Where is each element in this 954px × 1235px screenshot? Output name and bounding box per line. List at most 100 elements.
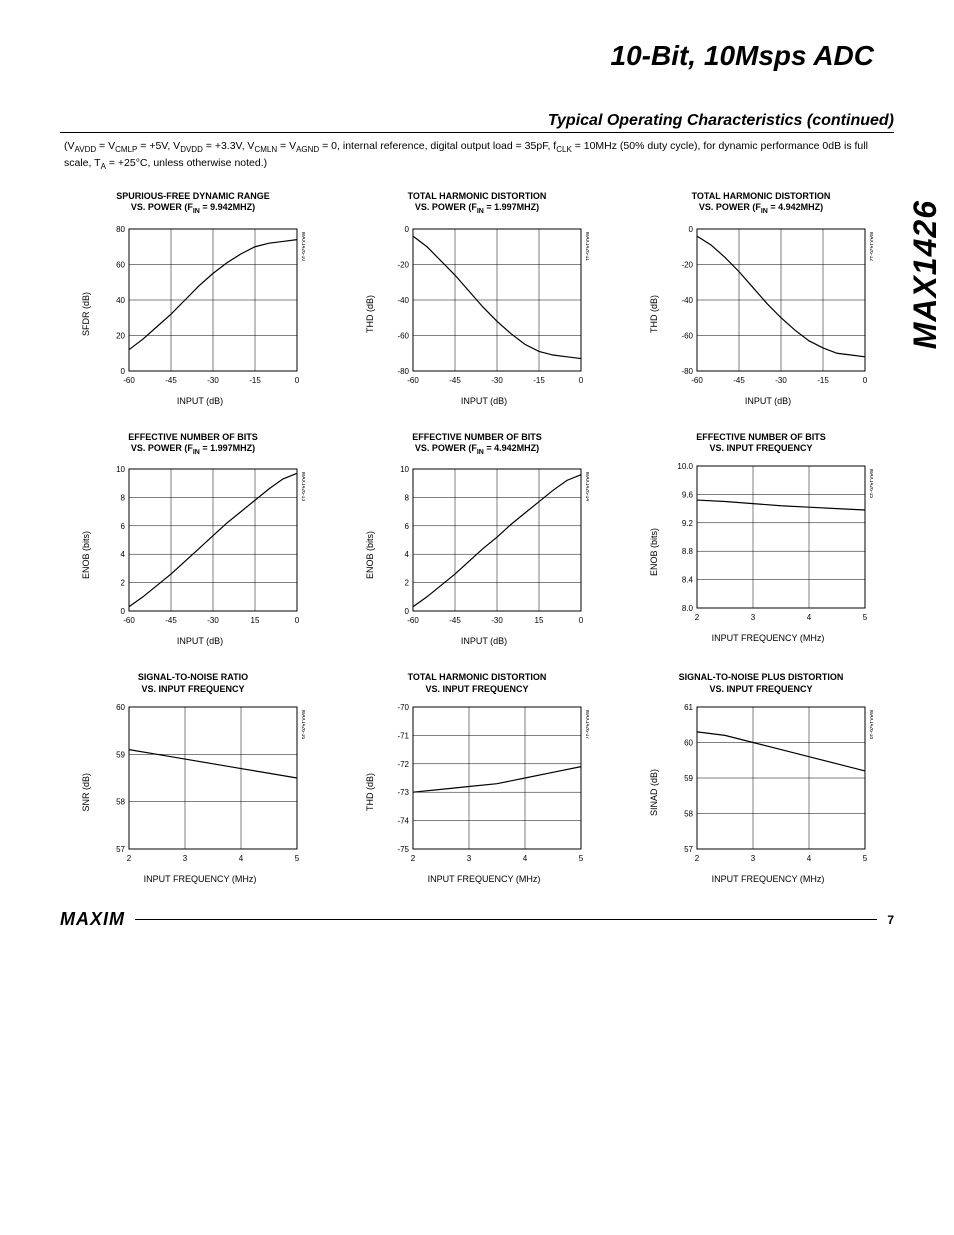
chart-xlabel: INPUT (dB)	[745, 396, 791, 406]
svg-text:0: 0	[689, 225, 694, 234]
chart-body: THD (dB)2345-75-74-73-72-71-70MAX1426-17…	[365, 701, 589, 884]
chart-body: THD (dB)-60-45-30-150-80-60-40-200MAX142…	[649, 223, 873, 406]
svg-text:3: 3	[467, 854, 472, 863]
svg-text:0: 0	[405, 607, 410, 616]
chart-xlabel: INPUT (dB)	[177, 636, 223, 646]
chart-body: THD (dB)-60-45-30-150-80-60-40-200MAX142…	[365, 223, 589, 406]
chart-body: ENOB (bits)-60-45-301500246810MAX1426-13…	[81, 463, 305, 646]
svg-text:MAX1426-10: MAX1426-10	[300, 232, 305, 261]
chart-0: SPURIOUS-FREE DYNAMIC RANGEvs. POWER (fI…	[60, 191, 326, 406]
svg-text:8: 8	[121, 494, 126, 503]
svg-text:-74: -74	[397, 816, 409, 825]
svg-text:80: 80	[116, 225, 125, 234]
svg-text:-15: -15	[533, 376, 545, 385]
svg-text:MAX1426-16: MAX1426-16	[300, 710, 305, 739]
svg-text:-15: -15	[249, 376, 261, 385]
chart-title: TOTAL HARMONIC DISTORTIONvs. POWER (fIN …	[692, 191, 831, 217]
svg-text:60: 60	[116, 703, 125, 712]
svg-text:4: 4	[239, 854, 244, 863]
svg-text:3: 3	[183, 854, 188, 863]
svg-text:-71: -71	[397, 731, 409, 740]
svg-text:-30: -30	[207, 376, 219, 385]
chart-plot-wrap: 2345-75-74-73-72-71-70MAX1426-17INPUT FR…	[379, 701, 589, 884]
svg-text:0: 0	[121, 607, 126, 616]
svg-text:9.2: 9.2	[682, 519, 694, 528]
svg-text:0: 0	[295, 376, 300, 385]
chart-8: SIGNAL-TO-NOISE PLUS DISTORTIONvs. INPUT…	[628, 672, 894, 887]
svg-text:6: 6	[121, 522, 126, 531]
chart-6: SIGNAL-TO-NOISE RATIOvs. INPUT FREQUENCY…	[60, 672, 326, 887]
svg-text:8: 8	[405, 494, 410, 503]
svg-text:60: 60	[116, 260, 125, 269]
svg-text:-45: -45	[449, 616, 461, 625]
svg-text:-73: -73	[397, 788, 409, 797]
chart-2: TOTAL HARMONIC DISTORTIONvs. POWER (fIN …	[628, 191, 894, 406]
svg-text:5: 5	[863, 613, 868, 622]
footer-rule	[135, 919, 877, 920]
svg-text:-45: -45	[165, 616, 177, 625]
svg-text:-30: -30	[491, 376, 503, 385]
svg-text:-60: -60	[691, 376, 703, 385]
chart-ylabel: ENOB (bits)	[649, 528, 659, 576]
chart-body: SFDR (dB)-60-45-30-150020406080MAX1426-1…	[81, 223, 305, 406]
chart-ylabel: ENOB (bits)	[365, 531, 375, 579]
svg-text:8.0: 8.0	[682, 604, 694, 613]
svg-text:0: 0	[121, 367, 126, 376]
chart-plot-wrap: -60-45-30-150-80-60-40-200MAX1426-11INPU…	[379, 223, 589, 406]
svg-text:5: 5	[863, 854, 868, 863]
chart-xlabel: INPUT FREQUENCY (MHz)	[144, 874, 257, 884]
chart-xlabel: INPUT FREQUENCY (MHz)	[712, 633, 825, 643]
chart-plot-wrap: -60-45-30-150-80-60-40-200MAX1426-12INPU…	[663, 223, 873, 406]
chart-xlabel: INPUT (dB)	[461, 396, 507, 406]
chart-plot-wrap: -60-45-30-150020406080MAX1426-10INPUT (d…	[95, 223, 305, 406]
chart-1: TOTAL HARMONIC DISTORTIONvs. POWER (fIN …	[344, 191, 610, 406]
chart-body: SNR (dB)234557585960MAX1426-16INPUT FREQ…	[81, 701, 305, 884]
svg-text:-60: -60	[681, 331, 693, 340]
svg-text:MAX1426-17: MAX1426-17	[584, 710, 589, 739]
svg-text:8.8: 8.8	[682, 547, 694, 556]
svg-text:4: 4	[807, 854, 812, 863]
chart-body: ENOB (bits)23458.08.48.89.29.610.0MAX142…	[649, 460, 873, 643]
chart-title: EFFECTIVE NUMBER OF BITSvs. INPUT FREQUE…	[696, 432, 826, 455]
part-number-side-label: MAX1426	[907, 200, 944, 349]
svg-text:59: 59	[116, 750, 125, 759]
svg-text:MAX1426-15: MAX1426-15	[868, 469, 873, 498]
svg-text:-20: -20	[681, 260, 693, 269]
svg-text:2: 2	[121, 579, 126, 588]
svg-text:MAX1426-18: MAX1426-18	[868, 710, 873, 739]
svg-text:-40: -40	[681, 296, 693, 305]
svg-text:40: 40	[116, 296, 125, 305]
svg-text:-70: -70	[397, 703, 409, 712]
svg-text:60: 60	[684, 738, 693, 747]
chart-xlabel: INPUT (dB)	[177, 396, 223, 406]
svg-text:59: 59	[684, 774, 693, 783]
chart-ylabel: THD (dB)	[365, 295, 375, 333]
svg-text:-40: -40	[397, 296, 409, 305]
svg-text:2: 2	[405, 579, 410, 588]
svg-text:4: 4	[405, 551, 410, 560]
svg-text:-75: -75	[397, 845, 409, 854]
svg-text:-30: -30	[207, 616, 219, 625]
svg-text:58: 58	[684, 809, 693, 818]
svg-text:-60: -60	[123, 376, 135, 385]
svg-text:57: 57	[116, 845, 125, 854]
svg-text:15: 15	[251, 616, 260, 625]
svg-text:4: 4	[121, 551, 126, 560]
svg-text:0: 0	[405, 225, 410, 234]
section-title: Typical Operating Characteristics (conti…	[60, 112, 894, 133]
svg-text:5: 5	[295, 854, 300, 863]
chart-plot-wrap: -60-45-301500246810MAX1426-14INPUT (dB)	[379, 463, 589, 646]
svg-text:2: 2	[695, 854, 700, 863]
svg-text:-45: -45	[165, 376, 177, 385]
svg-text:10: 10	[400, 465, 409, 474]
chart-plot-wrap: 23455758596061MAX1426-18INPUT FREQUENCY …	[663, 701, 873, 884]
svg-text:-45: -45	[449, 376, 461, 385]
svg-text:-30: -30	[775, 376, 787, 385]
chart-4: EFFECTIVE NUMBER OF BITSvs. POWER (fIN =…	[344, 432, 610, 647]
svg-text:MAX1426-13: MAX1426-13	[300, 472, 305, 501]
svg-text:0: 0	[863, 376, 868, 385]
chart-xlabel: INPUT FREQUENCY (MHz)	[428, 874, 541, 884]
charts-grid: SPURIOUS-FREE DYNAMIC RANGEvs. POWER (fI…	[60, 191, 894, 887]
chart-body: ENOB (bits)-60-45-301500246810MAX1426-14…	[365, 463, 589, 646]
svg-text:-72: -72	[397, 760, 409, 769]
